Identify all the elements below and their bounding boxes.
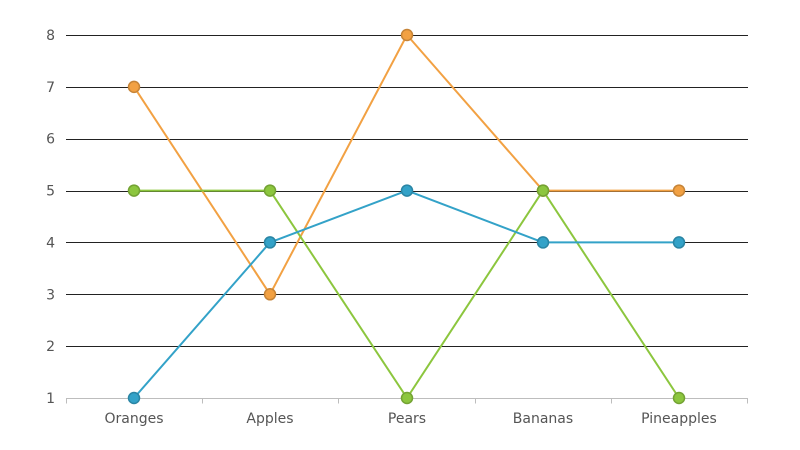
x-tick-label: Apples — [246, 411, 293, 427]
y-tick-label: 2 — [46, 339, 55, 355]
series-3-point[interactable] — [263, 236, 277, 249]
y-tick-label: 4 — [46, 235, 55, 251]
series-1-point[interactable] — [672, 184, 686, 197]
series-3-point[interactable] — [127, 391, 141, 405]
series-2-point[interactable] — [536, 184, 550, 197]
y-tick-label: 3 — [46, 287, 55, 303]
series-layer — [127, 28, 686, 405]
labels: 1 2 3 4 5 6 7 8 Oranges Apples Pears Bananas Pineapp… — [46, 28, 717, 427]
x-tick-label: Oranges — [104, 411, 163, 427]
series-1-point[interactable] — [263, 288, 277, 301]
y-tick-label: 8 — [46, 28, 55, 44]
series-2-point[interactable] — [263, 184, 277, 197]
x-tick-label: Pears — [388, 411, 426, 427]
series-3-point[interactable] — [672, 236, 686, 249]
y-tick-label: 7 — [46, 80, 55, 96]
y-tick-label: 1 — [46, 391, 55, 407]
x-tick-label: Bananas — [513, 411, 573, 427]
y-tick-label: 6 — [46, 132, 55, 148]
series-2-point[interactable] — [672, 391, 686, 405]
series-3-point[interactable] — [536, 236, 550, 249]
series-3-point[interactable] — [400, 184, 414, 197]
y-tick-label: 5 — [46, 184, 55, 200]
x-tick-label: Pineapples — [641, 411, 717, 427]
series-1-point[interactable] — [400, 28, 414, 42]
series-2-point[interactable] — [400, 391, 414, 405]
series-line-1 — [133, 34, 679, 296]
series-1-point[interactable] — [127, 80, 141, 94]
series-2-point[interactable] — [127, 184, 141, 197]
